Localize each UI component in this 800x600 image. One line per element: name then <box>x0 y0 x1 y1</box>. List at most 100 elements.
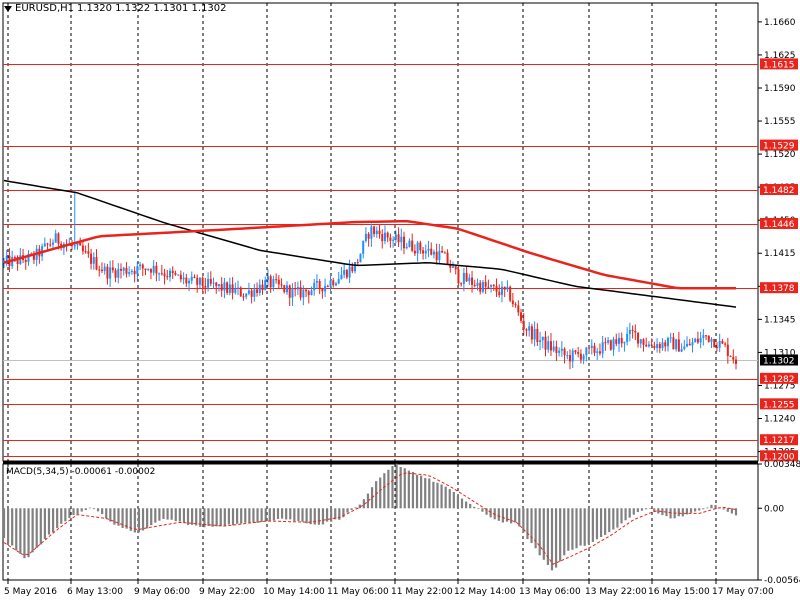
candle-body <box>133 271 136 275</box>
candle-body <box>226 282 229 294</box>
candle-body <box>620 337 623 344</box>
candle-body <box>702 335 705 338</box>
macd-histogram-bar <box>608 508 611 533</box>
candle-body <box>280 284 283 286</box>
candle-body <box>294 288 297 290</box>
candle-body <box>16 257 19 265</box>
candle-body <box>683 346 686 350</box>
candle-body <box>373 226 376 235</box>
macd-histogram-bar <box>96 508 100 512</box>
macd-histogram-bar <box>706 507 709 509</box>
macd-histogram-bar <box>31 508 34 553</box>
price-level-label: 1.1200 <box>763 452 795 462</box>
macd-histogram-bar <box>485 508 488 515</box>
macd-histogram-bar <box>518 508 521 527</box>
candle-body <box>100 269 103 272</box>
candle-body <box>637 332 640 344</box>
candle-body <box>174 273 177 275</box>
price-level-label: 1.1446 <box>763 220 795 230</box>
macd-histogram-bar <box>620 508 623 524</box>
macd-histogram-bar <box>354 507 357 509</box>
candle-body <box>729 355 732 357</box>
candle-body <box>90 253 93 264</box>
candle-body <box>710 338 713 342</box>
time-axis-label: 13 May 06:00 <box>519 587 581 597</box>
macd-histogram-bar <box>583 508 586 546</box>
candle-body <box>351 266 354 272</box>
macd-histogram-bar <box>297 508 300 521</box>
candle-body <box>460 283 463 285</box>
macd-histogram-bar <box>550 508 554 571</box>
candle-body <box>245 293 248 297</box>
candle-body <box>552 346 555 351</box>
candle-body <box>209 278 212 284</box>
price-axis-label: 1.1345 <box>764 315 796 325</box>
candle-body <box>419 242 422 251</box>
macd-histogram-bar <box>141 508 145 531</box>
macd-histogram-bar <box>493 508 496 520</box>
price-axis-label: 1.1520 <box>764 150 796 160</box>
candle-body <box>449 263 452 268</box>
macd-histogram-bar <box>411 471 415 509</box>
candle-body <box>310 290 313 296</box>
macd-signal-line <box>3 472 737 565</box>
macd-histogram-bar <box>554 508 558 568</box>
macd-histogram-bar <box>685 508 689 515</box>
candle-body <box>549 341 552 351</box>
candle-body <box>220 284 223 291</box>
macd-histogram-bar <box>68 508 71 518</box>
ma-fast-line <box>3 219 736 290</box>
candle-body <box>650 344 653 346</box>
candle-body <box>223 282 226 291</box>
macd-histogram-bar <box>653 508 656 512</box>
macd-histogram-bar <box>644 508 648 510</box>
price-axis-label: 1.1275 <box>764 381 796 391</box>
macd-histogram-bar <box>465 501 468 509</box>
candle-body <box>675 339 678 350</box>
price-panel-frame <box>2 2 759 462</box>
candle-body <box>188 280 191 284</box>
candle-body <box>492 285 495 287</box>
candle-body <box>612 339 615 350</box>
candle-body <box>302 289 305 298</box>
candle-body <box>24 260 27 263</box>
macd-histogram-bar <box>407 470 410 509</box>
macd-histogram-bar <box>587 508 590 544</box>
macd-histogram-bar <box>215 508 218 527</box>
candle-body <box>484 281 487 287</box>
macd-histogram-bar <box>698 508 701 511</box>
candle-body <box>563 348 566 356</box>
candle-body <box>653 345 656 348</box>
candle-body <box>490 285 493 287</box>
candle-body <box>585 347 588 356</box>
macd-histogram-bar <box>415 474 419 509</box>
candle-body <box>441 250 444 253</box>
macd-axis-label: 0.00 <box>764 504 784 514</box>
candle-body <box>525 329 528 331</box>
macd-histogram-bar <box>6 508 10 543</box>
price-axis-label: 1.1590 <box>764 84 796 94</box>
macd-histogram-bar <box>694 508 697 512</box>
candle-body <box>656 344 659 348</box>
candle-body <box>615 339 618 344</box>
macd-histogram-bar <box>689 508 693 513</box>
candle-body <box>726 344 729 356</box>
candle-body <box>364 233 367 242</box>
candle-body <box>81 245 84 252</box>
macd-histogram-bar <box>43 508 46 540</box>
candle-body <box>631 329 634 331</box>
dropdown-triangle-icon[interactable] <box>4 5 12 12</box>
macd-histogram-bar <box>342 508 345 518</box>
macd-histogram-bar <box>669 508 672 519</box>
candle-body <box>487 286 490 288</box>
candle-body <box>569 355 572 362</box>
candle-body <box>54 233 57 243</box>
candle-body <box>664 342 667 347</box>
macd-histogram-bar <box>420 475 423 509</box>
candle-body <box>686 343 689 347</box>
macd-histogram-bar <box>80 508 83 512</box>
candle-body <box>413 250 416 254</box>
macd-histogram-bar <box>350 508 353 510</box>
macd-histogram-bar <box>309 508 312 525</box>
